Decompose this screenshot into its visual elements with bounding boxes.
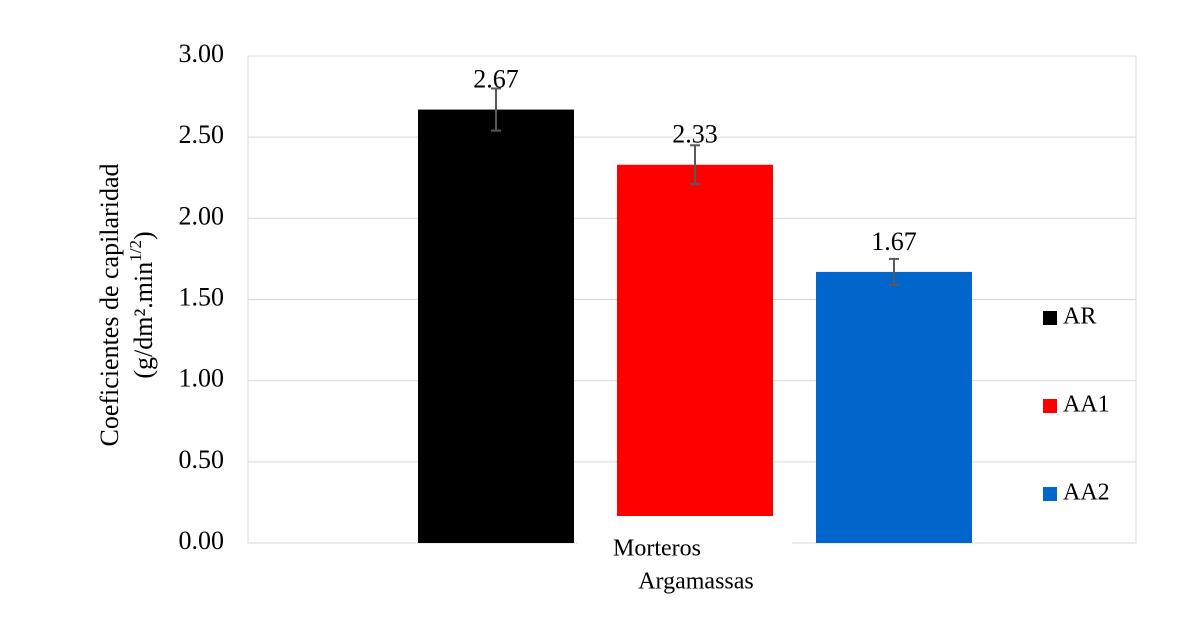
x-axis-label: Argamassas (638, 569, 754, 595)
units-end: ) (129, 231, 158, 240)
bar (617, 164, 773, 543)
legend-swatch (1043, 487, 1057, 501)
y-tick-label: 2.50 (179, 120, 225, 149)
legend-label: AR (1063, 304, 1096, 330)
y-tick-label: 2.00 (179, 201, 225, 230)
legend-label: AA1 (1063, 392, 1110, 418)
data-label: 2.33 (672, 120, 718, 149)
legend-label: AA2 (1063, 480, 1110, 506)
bar (816, 271, 972, 543)
y-axis-label: Coeficientes de capilaridad (95, 164, 124, 447)
legend-swatch (1043, 311, 1057, 325)
y-tick-label: 0.00 (179, 526, 225, 555)
y-tick-label: 3.00 (179, 39, 225, 68)
y-tick-label: 1.50 (179, 282, 225, 311)
y-tick-label: 0.50 (179, 445, 225, 474)
y-axis-label-units: (g/dm².min1/2) (126, 231, 158, 378)
units-exponent: 1/2 (126, 240, 145, 262)
data-label: 1.67 (871, 227, 917, 256)
bar (418, 109, 574, 543)
error-bar (889, 257, 899, 286)
units: (g/dm².min (129, 262, 158, 379)
error-bar (690, 144, 700, 186)
legend-swatch (1043, 399, 1057, 413)
data-label: 2.67 (473, 65, 519, 94)
error-bar (491, 87, 501, 132)
x-tick-label: Morteros (613, 536, 701, 562)
y-tick-label: 1.00 (179, 364, 225, 393)
category-label-box (578, 516, 792, 582)
